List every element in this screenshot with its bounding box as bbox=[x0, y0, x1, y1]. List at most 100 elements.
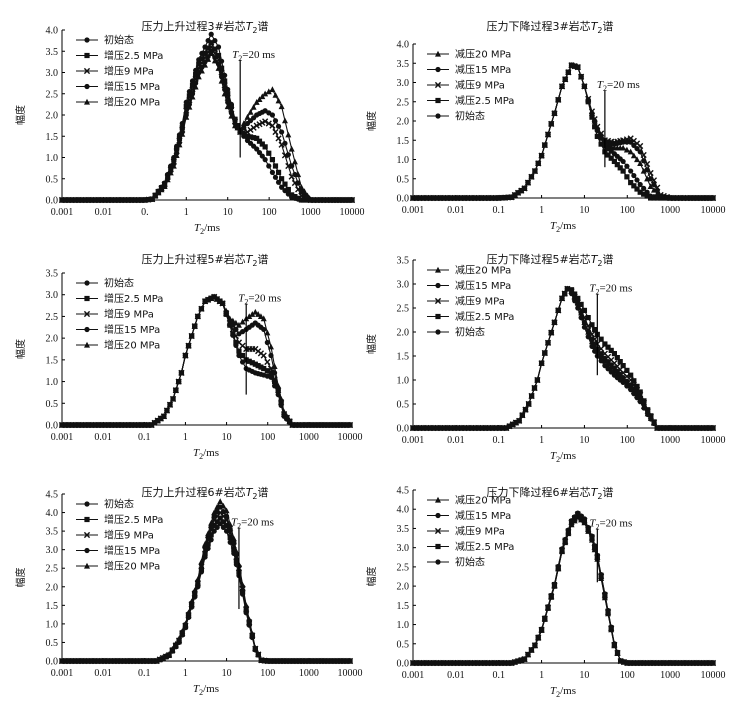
legend-marker bbox=[435, 329, 441, 335]
data-point bbox=[538, 153, 545, 159]
legend-marker bbox=[434, 527, 442, 535]
data-point bbox=[565, 69, 571, 75]
data-point bbox=[598, 135, 604, 141]
legend-marker bbox=[84, 516, 90, 523]
data-point bbox=[641, 398, 647, 404]
x-tick-label: 0.1 bbox=[492, 670, 505, 681]
data-point bbox=[598, 141, 604, 147]
data-point bbox=[202, 550, 208, 556]
data-point bbox=[282, 140, 288, 146]
data-point bbox=[214, 503, 221, 510]
data-point bbox=[602, 363, 608, 369]
y-tick-label: 2.5 bbox=[46, 564, 59, 575]
data-point bbox=[211, 509, 218, 516]
data-point bbox=[614, 649, 621, 655]
data-point bbox=[159, 654, 166, 661]
y-tick-label: 3.5 bbox=[46, 269, 59, 280]
data-point bbox=[281, 117, 288, 124]
y-tick-label: 0.5 bbox=[46, 399, 59, 410]
y-tick-label: 2.0 bbox=[397, 117, 410, 128]
chart-panel-6: 压力下降过程6#岩芯T2谱 0.0 0.5 1.0 1.5 2.0 2.5 3.0 3.5 4.0… bbox=[365, 485, 726, 699]
x-tick-label: 10 bbox=[222, 432, 232, 443]
data-point bbox=[575, 305, 581, 311]
data-point bbox=[349, 196, 355, 203]
data-point bbox=[192, 83, 199, 90]
data-point bbox=[525, 651, 531, 658]
y-tick-label: 3.0 bbox=[397, 543, 410, 554]
chart-title: 压力上升过程5#岩芯T2谱 bbox=[141, 252, 268, 268]
data-point bbox=[239, 352, 246, 359]
data-point bbox=[183, 103, 189, 110]
x-tick-label: 100 bbox=[620, 205, 635, 216]
annotation-label: T2=20 ms bbox=[589, 283, 632, 297]
data-point bbox=[602, 591, 608, 597]
data-point bbox=[218, 77, 225, 84]
data-point bbox=[189, 93, 196, 100]
y-axis-label: 幅度 bbox=[14, 105, 27, 125]
data-point bbox=[176, 635, 183, 642]
data-point bbox=[548, 330, 554, 336]
x-tick-label: 0.01 bbox=[447, 435, 465, 446]
data-point bbox=[221, 90, 228, 97]
legend-label: 增压2.5 MPa bbox=[104, 292, 163, 305]
data-point bbox=[634, 186, 640, 192]
series-2 bbox=[410, 286, 716, 431]
data-point bbox=[191, 323, 198, 329]
data-point bbox=[233, 548, 240, 555]
x-tick-label: 100 bbox=[262, 207, 277, 218]
legend-marker bbox=[84, 98, 90, 105]
series-3 bbox=[409, 285, 717, 432]
chart-title: 压力上升过程6#岩芯T2谱 bbox=[141, 485, 268, 501]
data-point bbox=[194, 313, 201, 320]
series-line bbox=[413, 288, 713, 429]
data-point bbox=[581, 324, 588, 330]
data-point bbox=[149, 195, 156, 202]
data-point bbox=[235, 321, 242, 328]
data-point bbox=[605, 359, 611, 365]
x-axis-label: T2/ms bbox=[550, 450, 576, 464]
y-tick-label: 1.5 bbox=[46, 601, 59, 612]
data-point bbox=[213, 295, 220, 302]
x-tick-label: 10 bbox=[579, 435, 589, 446]
data-point bbox=[185, 342, 192, 349]
data-point bbox=[640, 151, 647, 159]
data-point bbox=[219, 300, 226, 306]
data-point bbox=[265, 120, 272, 127]
legend-marker bbox=[84, 326, 90, 333]
y-tick-label: 1.0 bbox=[397, 155, 410, 166]
data-point bbox=[166, 651, 173, 657]
data-point bbox=[528, 393, 535, 399]
data-point bbox=[578, 315, 584, 321]
series-5 bbox=[410, 510, 716, 666]
data-point bbox=[173, 152, 180, 158]
data-point bbox=[637, 399, 643, 405]
data-point bbox=[598, 336, 604, 342]
legend-label: 初始态 bbox=[104, 498, 134, 511]
x-tick-label: 1000 bbox=[660, 670, 680, 681]
series-5 bbox=[59, 293, 353, 428]
y-tick-label: 0.5 bbox=[397, 400, 410, 411]
legend-marker bbox=[84, 547, 90, 554]
legend-marker bbox=[84, 280, 90, 286]
data-point bbox=[516, 418, 522, 424]
y-tick-label: 4.5 bbox=[46, 490, 59, 501]
y-tick-label: 4.0 bbox=[397, 40, 410, 51]
x-tick-label: 1 bbox=[539, 205, 544, 216]
data-point bbox=[525, 180, 531, 186]
data-point bbox=[267, 343, 274, 350]
data-point bbox=[585, 524, 591, 531]
data-point bbox=[205, 56, 212, 62]
data-point bbox=[522, 407, 529, 413]
data-point bbox=[168, 165, 174, 171]
legend-label: 增压15 MPa bbox=[104, 80, 160, 93]
data-point bbox=[208, 43, 215, 51]
legend-marker bbox=[435, 266, 441, 273]
data-point bbox=[176, 135, 183, 141]
x-tick-label: 1000 bbox=[299, 432, 319, 443]
legend-label: 减压20 MPa bbox=[455, 49, 511, 61]
x-tick-label: 0.01 bbox=[447, 205, 465, 216]
legend-label: 初始态 bbox=[455, 556, 485, 569]
data-point bbox=[232, 319, 239, 326]
legend-marker bbox=[435, 50, 441, 57]
data-point bbox=[602, 341, 608, 347]
